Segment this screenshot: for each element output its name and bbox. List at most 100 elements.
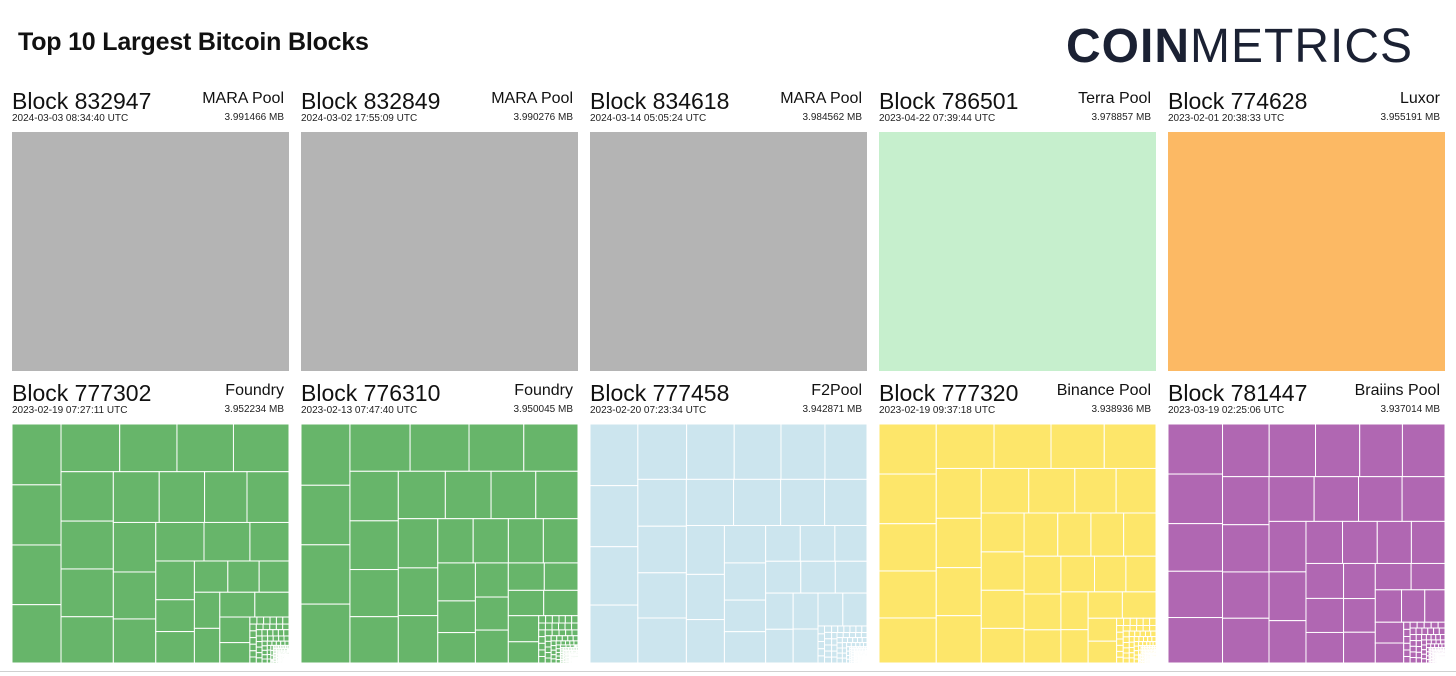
transaction-cell xyxy=(256,616,265,625)
transaction-cell xyxy=(535,470,578,520)
transaction-cell xyxy=(855,642,861,648)
transaction-cell xyxy=(1128,630,1136,638)
transaction-cell xyxy=(249,630,257,639)
transaction-cell xyxy=(1122,625,1131,632)
transaction-cell xyxy=(12,544,62,606)
block-number-label: Block 777320 xyxy=(879,380,1019,406)
transaction-cell xyxy=(849,625,857,634)
transaction-cell xyxy=(935,567,982,617)
block-size-label: 3.952234 MB xyxy=(224,404,285,415)
transaction-cell xyxy=(555,640,562,646)
mining-pool-label: F2Pool xyxy=(811,382,862,399)
transaction-cell xyxy=(112,471,160,523)
transaction-cell xyxy=(723,599,767,633)
transaction-cell xyxy=(1128,636,1135,643)
transaction-cell xyxy=(1133,658,1140,663)
transaction-cell xyxy=(1443,662,1445,663)
transaction-cell xyxy=(246,471,289,523)
transaction-cell xyxy=(1222,476,1270,526)
block-panel: Block 777302 Foundry 2023-02-19 07:27:11 U… xyxy=(12,380,289,670)
transaction-cell xyxy=(1401,589,1426,623)
transaction-cell xyxy=(1142,636,1149,643)
transaction-cell xyxy=(544,646,552,654)
transaction-cell xyxy=(865,661,867,663)
transaction-cell xyxy=(112,571,157,620)
transaction-cell xyxy=(550,658,557,663)
transaction-cell xyxy=(249,616,258,625)
bottom-divider xyxy=(0,671,1456,672)
transaction-cell xyxy=(824,631,833,640)
transaction-cell xyxy=(507,589,545,617)
transaction-cell xyxy=(824,478,867,526)
transaction-cell xyxy=(831,638,838,646)
transaction-cell xyxy=(1425,639,1432,645)
transaction-cell xyxy=(1144,630,1152,638)
block-timestamp: 2023-03-19 02:25:06 UTC xyxy=(1168,405,1285,416)
transaction-cell xyxy=(1421,634,1427,641)
transaction-cell xyxy=(834,525,867,562)
transaction-cell xyxy=(12,132,289,371)
transaction-cell xyxy=(1116,631,1124,640)
transaction-cell xyxy=(685,478,735,526)
transaction-cell xyxy=(283,635,289,642)
transaction-cell xyxy=(550,645,557,651)
transaction-cell xyxy=(1305,562,1345,599)
transaction-cell xyxy=(1116,625,1124,633)
transaction-cell xyxy=(836,632,844,639)
transaction-cell xyxy=(282,623,289,631)
transaction-cell xyxy=(733,478,782,526)
transaction-cell xyxy=(558,615,566,624)
block-treemap xyxy=(590,132,867,371)
transaction-cell xyxy=(266,644,272,651)
transaction-cell xyxy=(1115,467,1156,514)
transaction-cell xyxy=(863,642,867,648)
block-treemap xyxy=(590,424,867,663)
block-timestamp: 2024-03-03 08:34:40 UTC xyxy=(12,113,129,124)
transaction-cell xyxy=(397,470,446,520)
transaction-cell xyxy=(1023,593,1062,631)
transaction-cell xyxy=(112,521,157,573)
transaction-cell xyxy=(685,619,725,663)
transaction-cell xyxy=(1403,621,1411,630)
transaction-cell xyxy=(255,629,263,637)
transaction-cell xyxy=(1128,641,1135,649)
transaction-cell xyxy=(831,656,838,663)
transaction-cell xyxy=(1410,520,1445,564)
transaction-cell xyxy=(558,629,567,637)
block-timestamp: 2023-04-22 07:39:44 UTC xyxy=(879,113,996,124)
transaction-cell xyxy=(567,635,574,642)
transaction-cell xyxy=(1416,621,1425,629)
transaction-cell xyxy=(1403,628,1411,637)
mining-pool-label: Foundry xyxy=(225,382,284,399)
transaction-cell xyxy=(1122,642,1130,649)
transaction-cell xyxy=(856,637,863,644)
transaction-cell xyxy=(474,629,509,663)
transaction-cell xyxy=(1435,634,1441,641)
block-size-label: 3.950045 MB xyxy=(513,404,574,415)
transaction-cell xyxy=(203,521,251,562)
transaction-cell xyxy=(1023,555,1062,595)
transaction-cell xyxy=(1315,424,1361,478)
transaction-cell xyxy=(1438,627,1445,636)
transaction-cell xyxy=(1142,641,1148,647)
transaction-cell xyxy=(1268,520,1307,573)
transaction-cell xyxy=(1342,520,1378,564)
block-panel: Block 774628 Luxor 2023-02-01 20:38:33 UTC… xyxy=(1168,88,1445,378)
transaction-cell xyxy=(1440,639,1445,645)
logo-text-light: METRICS xyxy=(1190,20,1413,73)
transaction-cell xyxy=(474,562,509,598)
transaction-cell xyxy=(1122,652,1130,659)
transaction-cell xyxy=(1133,650,1140,656)
block-treemap xyxy=(301,424,578,663)
block-size-label: 3.938936 MB xyxy=(1091,404,1152,415)
transaction-cell xyxy=(836,652,843,659)
transaction-cell xyxy=(544,652,552,659)
transaction-cell xyxy=(1421,658,1427,663)
transaction-cell xyxy=(1403,649,1411,658)
transaction-cell xyxy=(437,600,476,634)
transaction-cell xyxy=(1421,649,1427,655)
transaction-cell xyxy=(1023,512,1059,557)
transaction-cell xyxy=(60,471,114,522)
transaction-cell xyxy=(1374,589,1403,623)
transaction-cell xyxy=(397,615,439,663)
